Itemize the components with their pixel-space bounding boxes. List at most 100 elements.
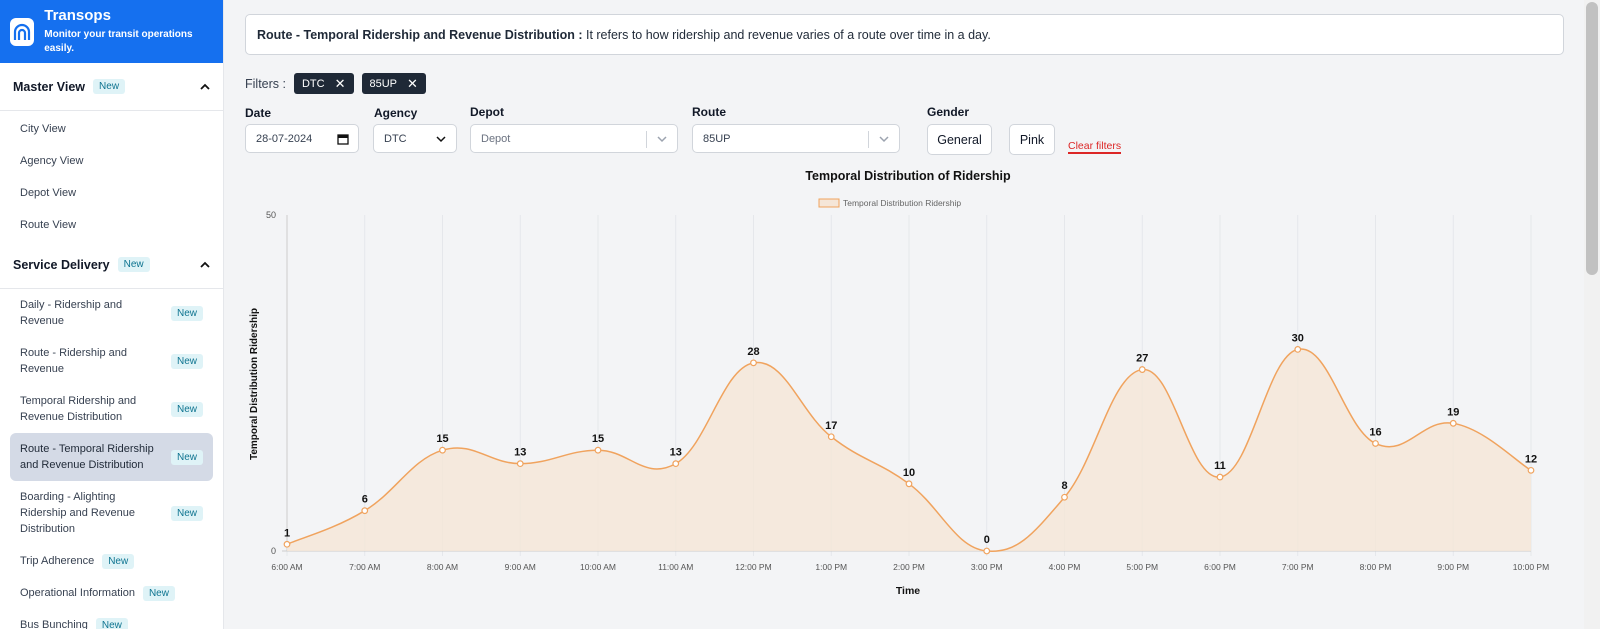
x-tick-label: 7:00 AM (349, 562, 380, 572)
x-tick-label: 1:00 PM (815, 562, 847, 572)
sidebar-item-trip-adherence[interactable]: Trip Adherence New (0, 545, 223, 577)
data-label: 10 (903, 467, 915, 479)
y-tick-label: 50 (266, 210, 276, 220)
scrollbar-thumb[interactable] (1586, 2, 1598, 275)
data-point (1527, 466, 1535, 474)
x-tick-label: 6:00 AM (271, 562, 302, 572)
x-tick-label: 4:00 PM (1049, 562, 1081, 572)
sidebar-item-label: Route View (20, 219, 77, 231)
scrollbar[interactable] (1584, 0, 1600, 629)
filter-chip-label: DTC (301, 77, 325, 90)
active-filters: Filters : DTC ✕ 85UP ✕ (245, 73, 426, 94)
route-value: 85UP (703, 132, 731, 145)
section-title: Service Delivery (13, 257, 110, 272)
series-area (287, 349, 1531, 552)
y-axis-title: Temporal Distribution Ridership (249, 308, 260, 460)
chevron-up-icon[interactable] (200, 260, 210, 270)
chart-svg: Temporal Distribution of Ridership Tempor… (249, 169, 1549, 597)
new-badge: New (95, 617, 128, 629)
data-label: 27 (1136, 353, 1148, 365)
data-label: 15 (436, 433, 448, 445)
sidebar-item-bus-bunching[interactable]: Bus Bunching New (0, 609, 223, 629)
sidebar-item-operational-information[interactable]: Operational Information New (0, 577, 223, 609)
sidebar-item-city-view[interactable]: City View (0, 113, 223, 145)
filters-label: Filters : (245, 76, 286, 91)
close-icon[interactable]: ✕ (407, 76, 418, 91)
agency-select[interactable]: DTC (373, 124, 457, 153)
chevron-up-icon[interactable] (200, 82, 210, 92)
sidebar-item-label: City View (20, 123, 66, 135)
date-input[interactable]: 28-07-2024 (245, 124, 359, 153)
data-point (283, 540, 291, 548)
route-select[interactable]: 85UP (692, 124, 900, 153)
data-label: 19 (1447, 406, 1459, 418)
y-tick-label: 0 (271, 546, 276, 556)
sidebar-item-label: Bus Bunching (20, 619, 88, 629)
x-tick-label: 9:00 AM (505, 562, 536, 572)
data-label: 16 (1369, 426, 1381, 438)
select-separator (646, 131, 647, 148)
x-tick-label: 10:00 PM (1513, 562, 1549, 572)
x-tick-label: 6:00 PM (1204, 562, 1236, 572)
section-master-view[interactable]: Master View New (0, 63, 223, 111)
data-label: 1 (284, 527, 290, 539)
data-point (594, 446, 602, 454)
clear-filters-link[interactable]: Clear filters (1068, 140, 1122, 154)
depot-select[interactable]: Depot (470, 124, 678, 153)
data-point (905, 480, 913, 488)
x-tick-label: 10:00 AM (580, 562, 616, 572)
sidebar-item-daily-ridership[interactable]: Daily - Ridership and Revenue New (0, 289, 223, 337)
data-label: 6 (362, 494, 368, 506)
sidebar-item-route-ridership[interactable]: Route - Ridership and Revenue New (0, 337, 223, 385)
close-icon[interactable]: ✕ (334, 76, 346, 91)
section-service-delivery[interactable]: Service Delivery New (0, 241, 223, 289)
new-badge: New (170, 305, 203, 321)
chevron-down-icon (879, 136, 889, 143)
brand-header[interactable]: Transops Monitor your transit operations… (0, 0, 223, 63)
x-tick-label: 11:00 AM (658, 562, 693, 572)
sidebar-item-route-temporal-ridership[interactable]: Route - Temporal Ridership and Revenue D… (10, 433, 213, 481)
route-label: Route (692, 105, 726, 119)
new-badge: New (170, 401, 203, 417)
page-title: Route - Temporal Ridership and Revenue D… (257, 27, 583, 42)
gender-label: Gender (927, 105, 970, 119)
data-label: 17 (825, 420, 837, 432)
x-tick-label: 12:00 PM (735, 562, 771, 572)
x-tick-label: 2:00 PM (893, 562, 925, 572)
data-point (516, 460, 524, 468)
sidebar-item-agency-view[interactable]: Agency View (0, 145, 223, 177)
chart-title: Temporal Distribution of Ridership (805, 169, 1011, 183)
page-description: Route - Temporal Ridership and Revenue D… (245, 14, 1564, 55)
filter-chip[interactable]: DTC ✕ (293, 73, 354, 94)
data-label: 13 (514, 447, 526, 459)
sidebar-item-label: Route - Temporal Ridership and Revenue D… (20, 443, 154, 471)
sidebar-item-route-view[interactable]: Route View (0, 209, 223, 241)
x-tick-label: 5:00 PM (1126, 562, 1158, 572)
x-tick-label: 8:00 PM (1360, 562, 1392, 572)
section-title: Master View (13, 79, 86, 94)
filter-chip-label: 85UP (369, 77, 398, 90)
brand-subtitle: Monitor your transit operations easily. (44, 29, 193, 54)
legend-swatch (818, 198, 840, 208)
data-label: 12 (1525, 453, 1537, 465)
main-content: Route - Temporal Ridership and Revenue D… (224, 0, 1600, 629)
depot-label: Depot (470, 105, 504, 119)
data-point (439, 446, 446, 454)
gender-pink-button[interactable]: Pink (1009, 124, 1055, 155)
data-point (1216, 473, 1224, 481)
agency-label: Agency (374, 106, 418, 120)
sidebar-item-boarding-alighting[interactable]: Boarding - Alighting Ridership and Reven… (0, 481, 223, 545)
sidebar-item-temporal-ridership[interactable]: Temporal Ridership and Revenue Distribut… (0, 385, 223, 433)
legend-label: Temporal Distribution Ridership (843, 198, 961, 208)
data-point (361, 507, 369, 515)
date-label: Date (245, 106, 272, 120)
data-label: 8 (1061, 480, 1067, 492)
sidebar-item-label: Route - Ridership and Revenue (20, 347, 128, 375)
new-badge: New (170, 449, 203, 465)
filter-chip[interactable]: 85UP ✕ (361, 73, 426, 94)
sidebar-item-depot-view[interactable]: Depot View (0, 177, 223, 209)
new-badge: New (142, 585, 175, 601)
date-value: 28-07-2024 (256, 132, 313, 145)
gender-general-button[interactable]: General (927, 124, 992, 155)
calendar-icon[interactable] (337, 133, 349, 145)
